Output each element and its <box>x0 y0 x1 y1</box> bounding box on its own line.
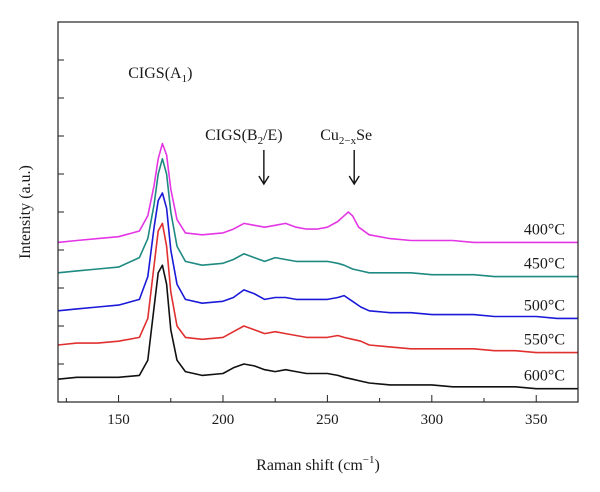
x-axis-label: Raman shift (cm−1) <box>256 454 380 474</box>
x-tick-label: 250 <box>316 412 339 428</box>
annotation-label: CIGS(A1) <box>128 65 192 85</box>
plot-area <box>57 142 578 390</box>
spectrum-line-600 <box>57 264 578 390</box>
annotation-label: CIGS(B2/E) <box>205 127 283 147</box>
peak-annotations: CIGS(A1) CIGS(B2/E) Cu2−xSe <box>128 65 372 186</box>
series-label-400: 400°C <box>524 221 565 238</box>
spectrum-line-450 <box>57 158 578 278</box>
series-label-600: 600°C <box>524 368 565 385</box>
x-tick-label: 350 <box>525 412 548 428</box>
annotation-arrow-head <box>258 175 270 186</box>
spectrum-line-550 <box>57 222 578 354</box>
series-labels: 400°C 450°C 500°C 550°C 600°C <box>524 221 565 384</box>
series-label-450: 450°C <box>524 256 565 273</box>
series-label-500: 500°C <box>524 297 565 314</box>
axes: 150 200 250 300 350 <box>57 21 579 428</box>
x-tick-label: 300 <box>421 412 444 428</box>
x-tick-label: 200 <box>212 412 235 428</box>
y-axis-label: Intensity (a.u.) <box>17 165 34 259</box>
annotation-label: Cu2−xSe <box>320 127 372 147</box>
annotation-arrow-head <box>348 175 360 186</box>
spectrum-line-500 <box>57 192 578 320</box>
x-tick-label: 150 <box>107 412 130 428</box>
spectrum-line-400 <box>57 142 578 244</box>
series-label-550: 550°C <box>524 332 565 349</box>
